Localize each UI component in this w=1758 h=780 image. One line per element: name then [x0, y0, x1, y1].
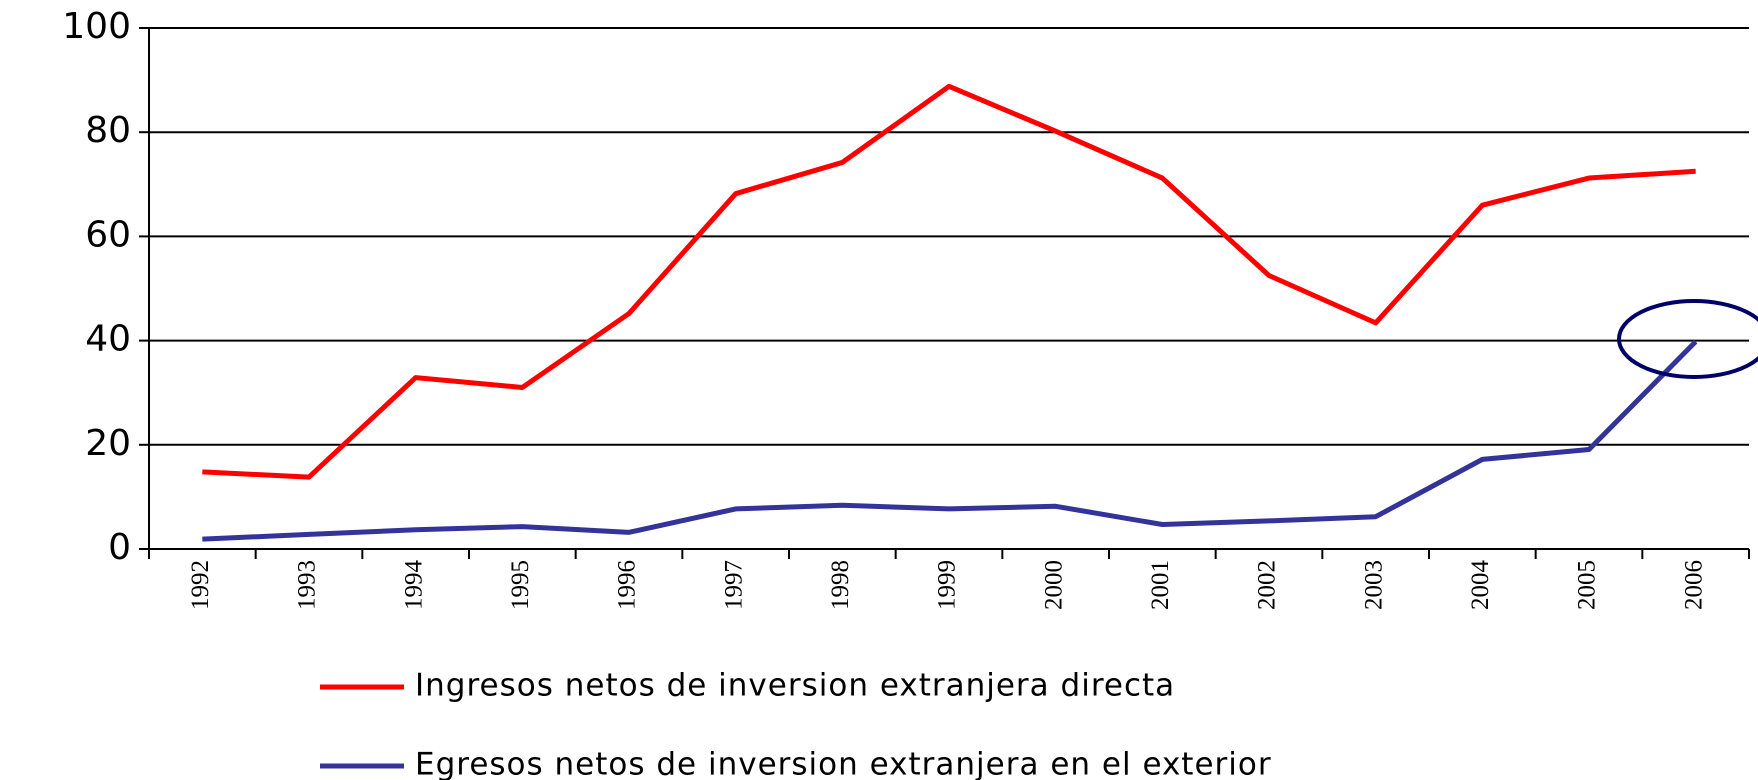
x-tick-label: 1994 [400, 560, 427, 611]
x-tick-label: 2000 [1040, 560, 1067, 610]
highlight-ellipse [1617, 299, 1758, 379]
x-tick-label: 1997 [720, 560, 747, 610]
x-tick-label: 2004 [1467, 560, 1494, 611]
x-tick-label: 2005 [1574, 560, 1601, 610]
x-tick-label: 2003 [1360, 560, 1387, 610]
x-tick-label: 1996 [614, 560, 641, 610]
x-tick-label: 1998 [827, 560, 854, 610]
x-tick-label: 1999 [934, 560, 961, 610]
x-tick-label: 2006 [1680, 560, 1707, 610]
x-tick-label: 1993 [294, 560, 321, 610]
y-tick-label: 0 [108, 527, 131, 568]
legend-label: Egresos netos de inversion extranjera en… [415, 747, 1272, 780]
x-tick-label: 2001 [1147, 560, 1174, 610]
x-tick-label: 2002 [1254, 560, 1281, 610]
y-tick-label: 80 [85, 110, 131, 151]
y-tick-label: 20 [85, 423, 131, 464]
x-tick-label: 1995 [507, 560, 534, 610]
y-tick-label: 40 [85, 319, 131, 360]
y-tick-label: 60 [85, 214, 131, 255]
series-line [202, 83, 1696, 480]
series-line [202, 339, 1698, 542]
x-tick-label: 1992 [187, 560, 214, 610]
legend-label: Ingresos netos de inversion extranjera d… [415, 668, 1175, 704]
y-tick-label: 100 [62, 6, 131, 47]
